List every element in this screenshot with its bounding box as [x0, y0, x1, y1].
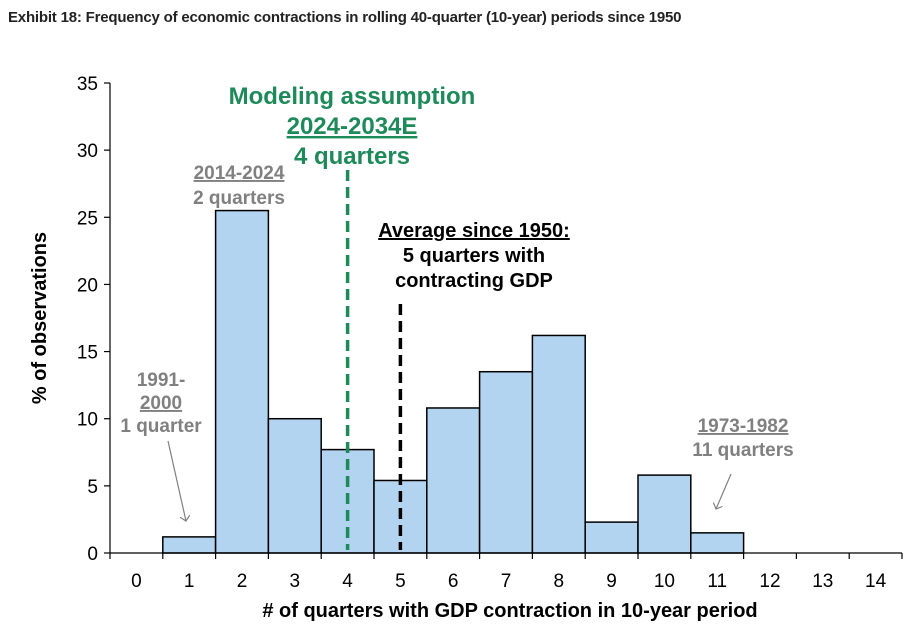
x-tick-label-4: 4	[342, 571, 353, 592]
annotation-modeling-assumption: Modeling assumption 2024-2034E 4 quarter…	[229, 83, 476, 170]
x-tick-label-13: 13	[812, 571, 833, 592]
x-tick-label-3: 3	[290, 571, 301, 592]
annotation-1973-1982: 1973-1982 11 quarters	[692, 416, 794, 509]
annotation-average-line3: contracting GDP	[395, 270, 553, 292]
x-tick-label-8: 8	[554, 571, 565, 592]
annotation-average-line2: 5 quarters with	[403, 245, 545, 267]
bar-9	[584, 521, 639, 554]
x-tick-label-10: 10	[654, 571, 675, 592]
x-tick-label-9: 9	[606, 571, 617, 592]
y-axis-title: % of observations	[29, 232, 51, 404]
bar-8	[531, 334, 586, 554]
x-tick-label-7: 7	[501, 571, 512, 592]
x-tick-label-6: 6	[448, 571, 459, 592]
bar-3	[267, 417, 322, 554]
annotation-average: Average since 1950: 5 quarters with cont…	[378, 220, 570, 292]
chart-title: Exhibit 18: Frequency of economic contra…	[8, 9, 682, 26]
arrow-1991	[167, 440, 186, 521]
bar-7	[478, 370, 534, 554]
x-tick-label-14: 14	[865, 571, 887, 592]
annotation-1973-line2: 11 quarters	[692, 440, 793, 461]
annotation-modeling-line1: Modeling assumption	[229, 83, 476, 110]
annotation-modeling-line2: 2024-2034E	[287, 113, 418, 140]
y-tick-label-10: 10	[77, 410, 98, 431]
annotation-modeling-line3: 4 quarters	[294, 143, 410, 170]
y-tick-label-15: 15	[77, 343, 98, 364]
bar-6	[426, 407, 481, 554]
x-tick-label-1: 1	[184, 571, 195, 592]
annotation-1991-line2: 2000	[140, 393, 182, 414]
annotation-1973-line1: 1973-1982	[698, 416, 789, 437]
y-tick-label-5: 5	[87, 477, 98, 498]
y-tick-label-25: 25	[77, 208, 98, 229]
bar-2	[214, 209, 270, 554]
x-tick-label-2: 2	[237, 571, 248, 592]
y-tick-label-0: 0	[87, 544, 98, 565]
annotation-2014-2024: 2014-2024 2 quarters	[193, 163, 285, 209]
x-tick-label-5: 5	[395, 571, 406, 592]
y-tick-label-20: 20	[77, 275, 98, 296]
x-tick-label-0: 0	[131, 571, 142, 592]
x-axis-title: # of quarters with GDP contraction in 10…	[262, 600, 757, 622]
bar-10	[637, 474, 692, 554]
y-tick-label-35: 35	[77, 74, 98, 95]
annotation-2014-line2: 2 quarters	[193, 188, 285, 209]
annotation-1991-2000: 1991- 2000 1 quarter	[120, 370, 202, 521]
bar-11	[690, 532, 745, 554]
annotation-2014-line1: 2014-2024	[194, 163, 285, 184]
annotation-1991-line3: 1 quarter	[120, 416, 202, 437]
x-tick-label-12: 12	[759, 571, 780, 592]
x-tick-label-11: 11	[707, 571, 727, 592]
annotation-1991-line1: 1991-	[137, 370, 186, 391]
annotation-average-line1: Average since 1950:	[378, 220, 570, 242]
bar-1	[162, 536, 217, 554]
y-tick-label-30: 30	[77, 141, 98, 162]
arrow-1973	[716, 473, 732, 509]
